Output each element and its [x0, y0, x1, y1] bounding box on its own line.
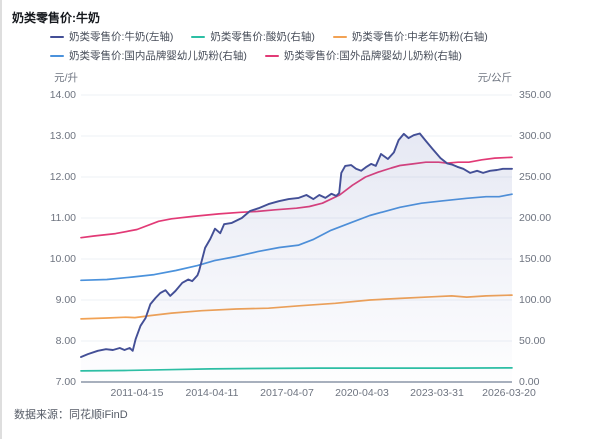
legend-swatch-icon — [191, 35, 206, 39]
data-source: 数据来源：同花顺iFinD — [14, 409, 128, 421]
left-axis-tick: 13.00 — [49, 130, 76, 142]
series-line — [80, 132, 513, 358]
legend-label: 奶类零售价:国内品牌婴幼儿奶粉(右轴) — [69, 50, 247, 62]
right-axis-tick: 0.00 — [519, 376, 540, 388]
left-axis-tick: 12.00 — [49, 171, 76, 183]
series-lines — [80, 132, 513, 382]
x-axis-tick: 2011-04-15 — [110, 387, 164, 399]
x-axis-tick: 2026-03-20 — [482, 387, 536, 399]
left-axis-tick: 11.00 — [50, 212, 77, 224]
x-axis-tick: 2014-04-11 — [185, 387, 239, 399]
legend-label: 奶类零售价:酸奶(右轴) — [210, 31, 315, 43]
legend-label: 奶类零售价:国外品牌婴幼儿奶粉(右轴) — [283, 50, 462, 62]
chart-title: 奶类零售价:牛奶 — [12, 11, 100, 25]
left-axis-tick: 14.00 — [49, 89, 76, 101]
legend-item[interactable]: 奶类零售价:国内品牌婴幼儿奶粉(右轴) — [50, 50, 247, 62]
right-axis-tick: 50.00 — [519, 335, 546, 347]
left-axis-tick: 8.00 — [55, 335, 76, 347]
legend-item[interactable]: 奶类零售价:中老年奶粉(右轴) — [332, 31, 488, 43]
legend-label: 奶类零售价:牛奶(左轴) — [69, 31, 174, 43]
legend-item[interactable]: 奶类零售价:酸奶(右轴) — [191, 31, 315, 43]
legend-swatch-icon — [332, 35, 347, 39]
legend-swatch-icon — [264, 54, 279, 58]
right-axis-tick: 300.00 — [519, 130, 552, 142]
right-axis-tick: 100.00 — [519, 294, 552, 306]
right-axis-unit: 元/公斤 — [477, 72, 512, 84]
legend-swatch-icon — [50, 35, 64, 39]
legend-item[interactable]: 奶类零售价:牛奶(左轴) — [50, 31, 173, 43]
legend-swatch-icon — [50, 54, 64, 58]
x-axis-tick: 2017-04-07 — [260, 387, 314, 399]
x-axis-tick: 2020-04-03 — [335, 387, 389, 399]
right-axis-tick: 200.00 — [519, 212, 552, 224]
legend-label: 奶类零售价:中老年奶粉(右轴) — [351, 31, 488, 43]
right-axis-tick: 350.00 — [519, 89, 552, 101]
right-axis-tick: 250.00 — [519, 171, 552, 183]
x-axis-tick: 2023-03-31 — [410, 387, 464, 399]
legend: 奶类零售价:牛奶(左轴) 奶类零售价:酸奶(右轴) 奶类零售价:中老年奶粉(右轴) 奶… — [50, 31, 506, 69]
right-axis-tick: 150.00 — [519, 253, 552, 265]
legend-item[interactable]: 奶类零售价:国外品牌婴幼儿奶粉(右轴) — [264, 50, 462, 62]
series-area-fill — [81, 133, 512, 382]
left-axis-tick: 9.00 — [55, 294, 76, 306]
left-axis-tick: 10.00 — [49, 253, 76, 265]
left-axis-tick: 7.00 — [55, 376, 76, 388]
left-axis-unit: 元/升 — [54, 72, 78, 84]
